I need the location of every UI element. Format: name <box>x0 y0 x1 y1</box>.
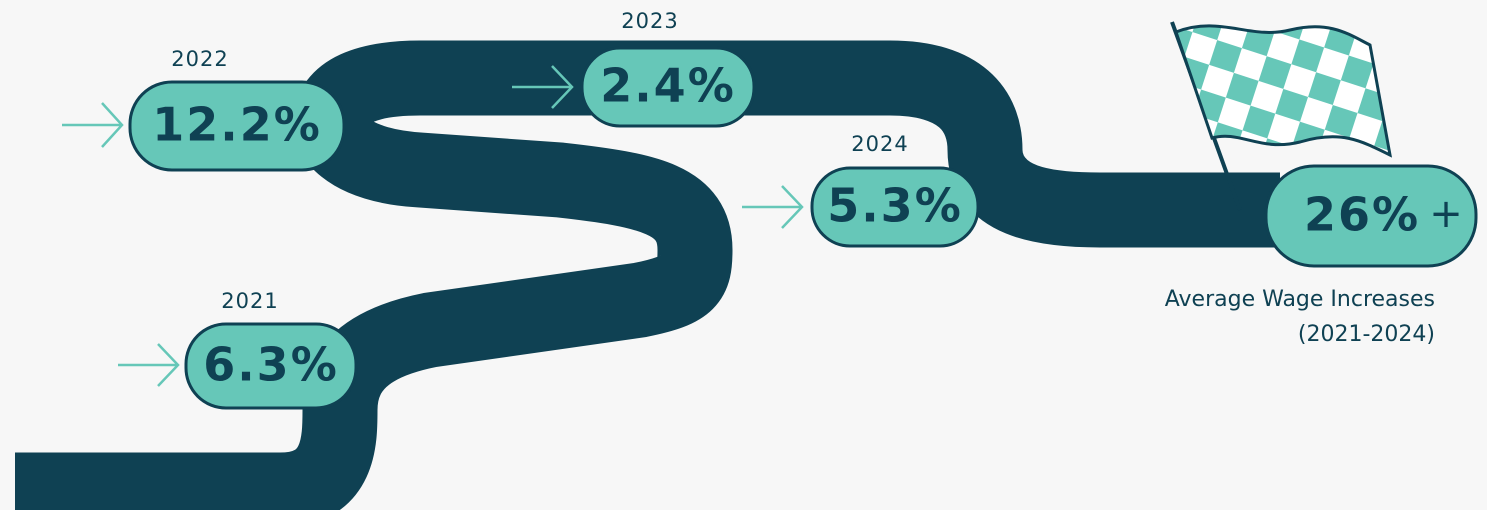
pill <box>580 46 756 128</box>
year-label: 2022 <box>171 47 228 71</box>
pill <box>128 80 346 172</box>
caption: (2021-2024) <box>1298 322 1435 347</box>
caption: Average Wage Increases <box>1165 287 1435 312</box>
arrow <box>512 65 574 109</box>
pill <box>810 166 980 248</box>
pill <box>1264 164 1478 268</box>
arrow <box>118 343 180 387</box>
value-label: 12.2% <box>152 98 322 152</box>
flag <box>1174 24 1393 158</box>
total-value: 26% <box>1304 188 1420 242</box>
value-label: 5.3% <box>827 179 963 233</box>
pill <box>184 322 358 410</box>
value-label: 6.3% <box>203 338 339 392</box>
year-label: 2023 <box>621 9 678 33</box>
value-label: 2.4% <box>600 59 736 113</box>
arrow <box>742 185 804 229</box>
year-label: 2021 <box>221 289 278 313</box>
total-suffix: + <box>1429 191 1463 237</box>
arrow <box>62 102 124 148</box>
year-label: 2024 <box>851 132 908 156</box>
